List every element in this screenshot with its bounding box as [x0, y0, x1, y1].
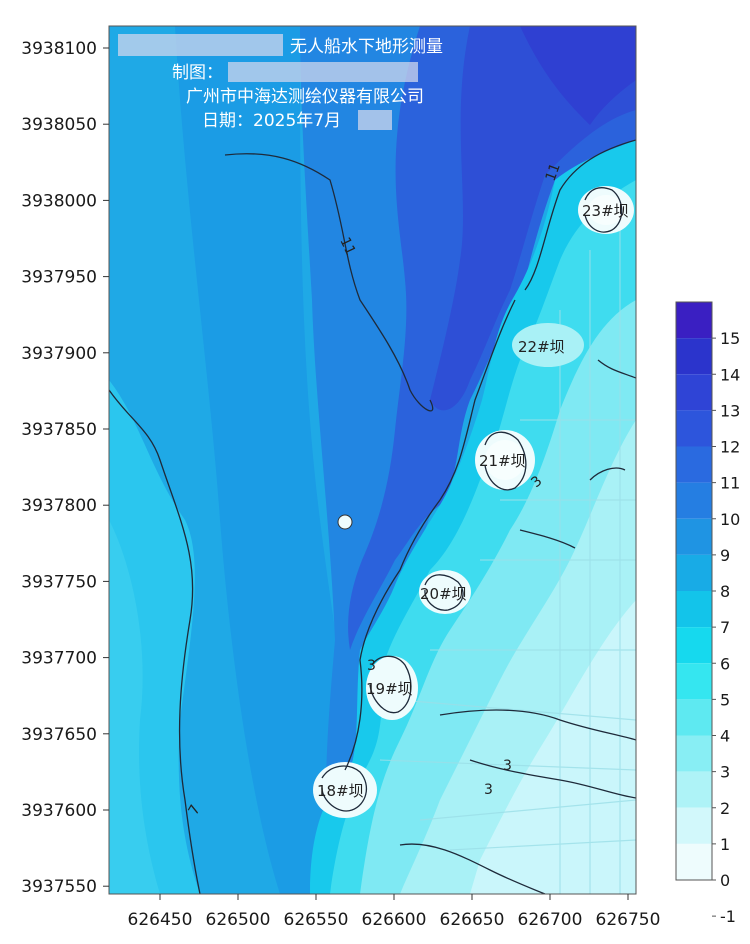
y-tick-label: 3938050 [21, 115, 97, 135]
colorbar-band [676, 627, 712, 664]
contour-label-3d: 3 [484, 782, 493, 798]
colorbar-level-label: 9 [720, 546, 730, 565]
colorbar-level-label: 14 [720, 365, 740, 384]
y-tick-label: 3938100 [21, 39, 97, 59]
y-tick-label: 3937650 [21, 725, 97, 745]
y-tick-label: 3937850 [21, 420, 97, 440]
colorbar-level-label: 7 [720, 618, 730, 637]
map-title: 无人船水下地形测量 [290, 37, 443, 57]
y-tick-label: 3937600 [21, 801, 97, 821]
dam-label-23: 23#坝 [582, 202, 629, 220]
colorbar-level-label: 2 [720, 799, 730, 818]
x-tick-label: 626450 [128, 910, 193, 930]
redacted-block-2 [228, 62, 418, 82]
colorbar-level-label: 6 [720, 654, 730, 673]
dam-labels: 23#坝 22#坝 21#坝 20#坝 19#坝 18#坝 [317, 202, 629, 800]
y-tick-label: 3938000 [21, 191, 97, 211]
x-tick-label: 626600 [362, 910, 427, 930]
colorbar-band [676, 554, 712, 591]
y-tick-label: 3937700 [21, 649, 97, 669]
colorbar-level-label: 10 [720, 510, 740, 529]
y-tick-label: 3937750 [21, 572, 97, 592]
colorbar-band [676, 410, 712, 447]
colorbar-level-label: 5 [720, 690, 730, 709]
y-tick-label: 3937900 [21, 344, 97, 364]
y-tick-label: 3937800 [21, 496, 97, 516]
dam-label-18: 18#坝 [317, 782, 364, 800]
redacted-block-3 [358, 110, 392, 130]
colorbar-band [676, 338, 712, 375]
x-axis: 626450 626500 626550 626600 626650 626700 6267… [128, 894, 661, 930]
maker-label: 制图： [172, 63, 223, 83]
colorbar-level-label: 3 [720, 763, 730, 782]
colorbar-level-label: 8 [720, 582, 730, 601]
colorbar-level-label: 1 [720, 835, 730, 854]
dam-label-22: 22#坝 [518, 338, 565, 356]
map-plot-area [109, 26, 636, 894]
colorbar-band [676, 446, 712, 483]
colorbar-band [676, 591, 712, 628]
colorbar-band [676, 807, 712, 844]
dam-label-21: 21#坝 [479, 452, 526, 470]
colorbar-band [676, 374, 712, 411]
contour-label-3b: 3 [367, 658, 376, 674]
contour-lines [109, 139, 636, 894]
title-block: 无人船水下地形测量 制图： 广州市中海达测绘仪器有限公司 日期：2025年7月 [118, 34, 443, 131]
contour-label-3c: 3 [503, 758, 512, 774]
colorbar-level-label: 4 [720, 727, 730, 746]
redacted-block-1 [118, 34, 283, 56]
y-tick-label: 3937950 [21, 268, 97, 288]
y-axis: 3938100 3938050 3938000 3937950 3937900 39378… [21, 39, 109, 897]
colorbar-level-label: -1 [720, 907, 736, 926]
x-tick-label: 626550 [284, 910, 349, 930]
contour-label-11b: 11 [543, 161, 564, 183]
colorbar-band [676, 771, 712, 808]
x-tick-label: 626650 [440, 910, 505, 930]
contour-label-11a: 11 [336, 235, 358, 258]
dam-label-19: 19#坝 [366, 680, 413, 698]
colorbar-band [676, 663, 712, 700]
colorbar-band [676, 482, 712, 519]
colorbar-band [676, 843, 712, 880]
colorbar-level-label: 0 [720, 871, 730, 890]
colorbar-band [676, 699, 712, 736]
x-tick-label: 626500 [206, 910, 271, 930]
x-tick-label: 626700 [518, 910, 583, 930]
colorbar-level-label: 15 [720, 329, 740, 348]
y-tick-label: 3937550 [21, 877, 97, 897]
colorbar-band [676, 518, 712, 555]
dam-label-20: 20#坝 [420, 585, 467, 603]
colorbar-level-label: 11 [720, 474, 740, 493]
colorbar-level-label: 12 [720, 438, 740, 457]
company-name: 广州市中海达测绘仪器有限公司 [186, 87, 424, 107]
colorbar-band [676, 735, 712, 772]
survey-date: 日期：2025年7月 [202, 111, 341, 131]
colorbar-level-label: 13 [720, 401, 740, 420]
plot-frame [108, 25, 637, 895]
x-tick-label: 626750 [596, 910, 661, 930]
colorbar-band [676, 302, 712, 339]
